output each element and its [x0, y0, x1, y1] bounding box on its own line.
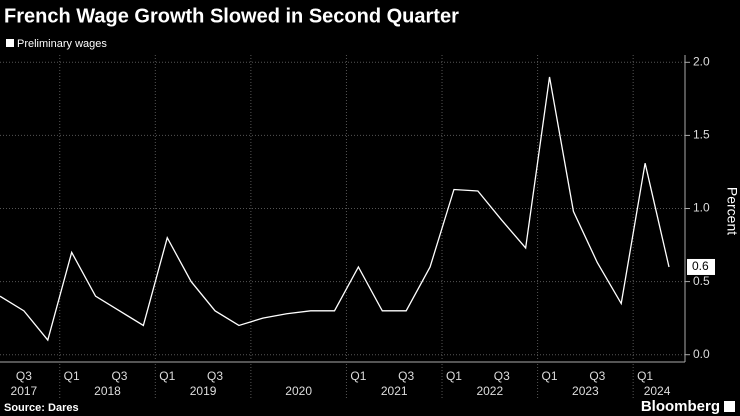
legend-label: Preliminary wages	[17, 38, 107, 50]
x-tick-label: Q1	[637, 369, 653, 383]
brand: Bloomberg	[641, 398, 720, 415]
y-tick-label: 1.5	[693, 128, 710, 142]
x-tick-label: Q3	[398, 369, 414, 383]
y-tick-label: 0.0	[693, 347, 710, 361]
value-label-box	[687, 258, 715, 275]
year-label: 2020	[285, 384, 312, 398]
y-tick-label: 1.0	[693, 201, 710, 215]
value-label: 0.6	[692, 259, 709, 273]
year-label: 2024	[644, 384, 671, 398]
year-label: 2023	[572, 384, 599, 398]
line	[0, 76, 670, 342]
x-tick-label: Q3	[494, 369, 510, 383]
x-tick-label: Q3	[589, 369, 605, 383]
x-tick-label: Q1	[446, 369, 462, 383]
y-tick-label: 0.5	[693, 274, 710, 288]
year-label: 2017	[11, 384, 38, 398]
chart-title: French Wage Growth Slowed in Second Quar…	[4, 5, 459, 27]
year-label: 2018	[94, 384, 121, 398]
y-axis-label: Percent	[724, 187, 740, 235]
x-tick-label: Q1	[350, 369, 366, 383]
x-tick-label: Q1	[64, 369, 80, 383]
y-tick-label: 2.0	[693, 54, 710, 68]
x-tick-label: Q3	[111, 369, 127, 383]
x-tick-label: Q3	[207, 369, 223, 383]
x-tick-label: Q1	[159, 369, 175, 383]
x-tick-label: Q1	[542, 369, 558, 383]
source: Source: Dares	[4, 402, 79, 414]
legend-swatch	[6, 39, 14, 47]
year-label: 2021	[381, 384, 408, 398]
x-tick-label: Q3	[16, 369, 32, 383]
brand-icon	[724, 401, 735, 412]
year-label: 2019	[190, 384, 217, 398]
year-label: 2022	[476, 384, 503, 398]
